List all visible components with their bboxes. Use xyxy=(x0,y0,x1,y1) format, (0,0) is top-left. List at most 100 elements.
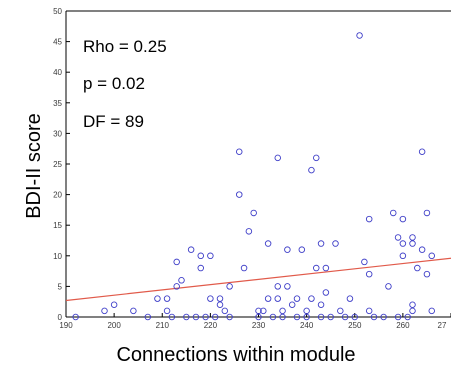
x-tick-label: 190 xyxy=(59,321,73,330)
data-point xyxy=(346,295,354,302)
data-point xyxy=(317,313,325,321)
data-point xyxy=(298,246,306,253)
y-tick-label: 30 xyxy=(53,129,62,138)
y-tick-label: 20 xyxy=(53,191,62,200)
data-point xyxy=(163,295,171,302)
data-point xyxy=(110,301,118,309)
data-point xyxy=(414,264,421,272)
data-point xyxy=(72,313,79,321)
data-point xyxy=(216,301,224,309)
x-tick-label: 200 xyxy=(107,321,121,330)
data-point xyxy=(207,295,214,302)
x-tick-label: 240 xyxy=(300,321,314,330)
data-point xyxy=(380,313,387,321)
y-tick-label: 0 xyxy=(58,313,63,322)
data-point xyxy=(313,154,320,162)
data-point xyxy=(264,295,272,302)
df-annotation: DF = 89 xyxy=(83,112,144,131)
data-point xyxy=(197,252,204,260)
data-point xyxy=(399,240,407,247)
y-axis-label: BDI-II score xyxy=(23,113,45,219)
data-point xyxy=(332,240,339,247)
data-point xyxy=(264,240,272,247)
data-point xyxy=(409,240,416,247)
data-point xyxy=(144,313,152,321)
data-point xyxy=(130,307,137,315)
data-point xyxy=(284,283,291,290)
data-point xyxy=(308,166,315,174)
data-point xyxy=(322,264,330,272)
data-point xyxy=(178,277,185,284)
data-point xyxy=(341,313,349,321)
data-point xyxy=(207,252,214,260)
data-point xyxy=(274,154,282,162)
data-point xyxy=(394,234,402,241)
data-point xyxy=(284,246,291,253)
data-point xyxy=(274,283,282,290)
data-point xyxy=(255,307,262,315)
data-point xyxy=(192,313,200,321)
y-tick-label: 15 xyxy=(53,221,62,230)
data-point xyxy=(409,307,416,315)
data-point xyxy=(308,295,315,302)
data-point xyxy=(327,313,334,321)
y-tick-label: 40 xyxy=(53,68,62,77)
data-point xyxy=(226,283,233,290)
data-point xyxy=(322,289,330,296)
y-tick-label: 45 xyxy=(53,38,62,47)
data-point xyxy=(394,313,402,321)
data-point xyxy=(428,252,436,260)
data-point xyxy=(221,307,229,315)
data-point xyxy=(183,313,190,321)
x-tick-label: 250 xyxy=(348,321,362,330)
data-point xyxy=(399,215,407,223)
data-point xyxy=(418,246,426,253)
data-point xyxy=(279,313,286,321)
data-point xyxy=(365,215,373,223)
data-point xyxy=(313,264,320,272)
y-tick-label: 10 xyxy=(53,252,62,261)
data-point xyxy=(423,270,431,278)
data-point xyxy=(240,264,248,272)
data-point xyxy=(269,313,277,321)
data-point xyxy=(235,148,243,156)
data-point xyxy=(404,313,411,321)
data-point xyxy=(365,307,373,315)
y-tick-label: 35 xyxy=(53,99,62,108)
data-point xyxy=(365,270,373,278)
data-point xyxy=(385,283,392,290)
data-point xyxy=(235,191,243,198)
data-point xyxy=(168,313,176,321)
x-tick-label: 210 xyxy=(156,321,170,330)
data-point xyxy=(351,313,359,321)
y-tick-label: 50 xyxy=(53,7,62,16)
data-point xyxy=(399,252,407,260)
data-point xyxy=(226,313,233,321)
data-point xyxy=(317,240,325,247)
data-point xyxy=(197,264,204,272)
data-point xyxy=(154,295,161,302)
data-point xyxy=(423,209,431,217)
data-point xyxy=(288,301,296,309)
x-axis-label: Connections within module xyxy=(116,344,355,366)
p-value-annotation: p = 0.02 xyxy=(83,74,145,93)
data-point xyxy=(418,148,426,156)
y-tick-label: 5 xyxy=(58,282,63,291)
data-point xyxy=(173,258,180,266)
x-tick-label: 230 xyxy=(252,321,266,330)
data-point xyxy=(293,313,301,321)
data-point xyxy=(303,313,310,321)
data-point xyxy=(250,209,257,217)
data-point xyxy=(390,209,397,217)
data-point xyxy=(370,313,378,321)
rho-annotation: Rho = 0.25 xyxy=(83,37,167,56)
x-tick-label: 220 xyxy=(204,321,218,330)
data-point xyxy=(216,295,224,302)
data-point xyxy=(173,283,180,290)
data-point xyxy=(317,301,325,309)
data-point xyxy=(101,307,108,315)
data-point xyxy=(279,307,286,315)
data-point xyxy=(303,307,310,315)
data-point xyxy=(187,246,195,253)
x-tick-label: 260 xyxy=(396,321,410,330)
